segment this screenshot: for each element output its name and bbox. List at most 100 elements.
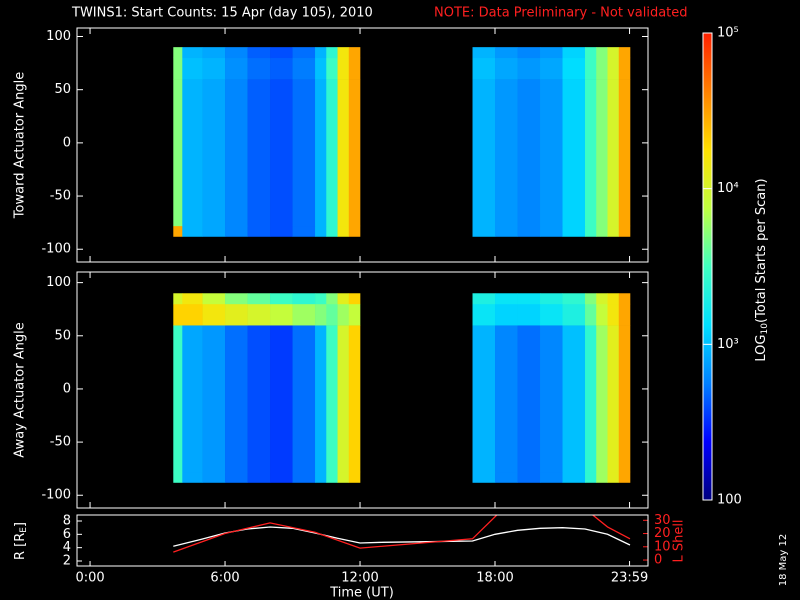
date-stamp: 18 May 12 (778, 534, 789, 586)
heatmap-cell (292, 293, 316, 305)
heatmap-cell (596, 293, 608, 305)
heatmap-cell (472, 303, 496, 326)
heatmap-cell (596, 471, 608, 483)
heatmap-cell (348, 57, 361, 80)
heatmap-cell (315, 225, 327, 237)
colorbar-tick-label: 10⁴ (717, 181, 739, 196)
heatmap-cell (270, 471, 293, 483)
heatmap-cell (562, 293, 586, 305)
label-sub: 10 (760, 323, 770, 335)
heatmap-cell (173, 79, 183, 227)
y-axis-label: R [RE] (13, 522, 29, 560)
heatmap-cell (247, 325, 271, 473)
heatmap-cell (540, 325, 563, 473)
heatmap-cell (173, 303, 183, 326)
heatmap-cell (517, 303, 541, 326)
heatmap-cell (225, 57, 248, 80)
label-part: ] (13, 522, 28, 527)
heatmap-cell (225, 325, 248, 473)
heatmap-cell (472, 471, 496, 483)
heatmap-cell (562, 57, 586, 80)
heatmap-cell (348, 325, 361, 473)
y-tick-label: 0 (63, 135, 71, 150)
heatmap-cell (337, 303, 350, 326)
heatmap-cell (562, 303, 586, 326)
heatmap-cell (495, 47, 518, 59)
heatmap-cell (337, 57, 350, 80)
heatmap-cell (315, 79, 327, 227)
heatmap-cell (517, 57, 541, 80)
heatmap-cell (202, 293, 226, 305)
heatmap-cell (517, 47, 541, 59)
heatmap-cell (540, 79, 563, 227)
y-tick-label: 100 (46, 29, 71, 44)
heatmap-cell (607, 47, 620, 59)
heatmap-cell (618, 303, 631, 326)
y-tick-label: 8 (63, 514, 71, 529)
heatmap-cell (596, 225, 608, 237)
y-tick-label: -100 (41, 488, 71, 503)
heatmap-cell (326, 303, 338, 326)
heatmap-cell (585, 57, 597, 80)
y-tick-label: -50 (50, 189, 71, 204)
heatmap-cell (495, 57, 518, 80)
heatmap-cell (562, 471, 586, 483)
heatmap-cell (540, 293, 563, 305)
series-line (173, 515, 631, 553)
heatmap-cell (326, 293, 338, 305)
heatmap-cell (292, 225, 316, 237)
heatmap-cell (182, 293, 203, 305)
colorbar-tick-label: 10³ (717, 337, 739, 352)
heatmap-cell (182, 303, 203, 326)
heatmap-cell (247, 303, 271, 326)
heatmap-cell (173, 225, 183, 237)
heatmap-cell (202, 471, 226, 483)
heatmap-cell (270, 57, 293, 80)
heatmap-cell (225, 293, 248, 305)
label-part: (Total Starts per Scan) (754, 178, 769, 323)
heatmap-cell (337, 293, 350, 305)
heatmap-cell (225, 225, 248, 237)
y-tick-label: 6 (63, 527, 71, 542)
y-tick-label: 4 (63, 540, 71, 555)
heatmap-cell (326, 325, 338, 473)
heatmap-cell (348, 303, 361, 326)
x-tick-label: 23:59 (611, 571, 648, 586)
heatmap-cell (495, 471, 518, 483)
colorbar-tick-label: 10⁵ (717, 26, 739, 41)
heatmap-cell (292, 47, 316, 59)
heatmap-cell (337, 47, 350, 59)
heatmap-cell (202, 47, 226, 59)
heatmap-cell (348, 47, 361, 59)
heatmap-cell (202, 325, 226, 473)
series-line (173, 526, 631, 547)
heatmap-cell (247, 79, 271, 227)
heatmap-cell (596, 47, 608, 59)
heatmap-cell (173, 325, 183, 473)
heatmap-cell (292, 303, 316, 326)
heatmap-cell (247, 225, 271, 237)
heatmap-cell (585, 471, 597, 483)
heatmap-cell (495, 303, 518, 326)
heatmap-cell (596, 57, 608, 80)
heatmap-cell (540, 57, 563, 80)
plot-frame (76, 271, 649, 509)
y-tick-label: 50 (54, 82, 71, 97)
y2-tick-label: 20 (654, 526, 671, 541)
heatmap-cell (182, 225, 203, 237)
heatmap-cell (472, 47, 496, 59)
heatmap-cell (315, 47, 327, 59)
heatmap-cell (562, 79, 586, 227)
colorbar-tick-label: 100 (717, 493, 742, 508)
heatmap-cell (585, 225, 597, 237)
heatmap-cell (607, 293, 620, 305)
heatmap-cell (472, 293, 496, 305)
heatmap-cell (348, 79, 361, 227)
heatmap-cell (270, 303, 293, 326)
heatmap-cell (315, 325, 327, 473)
heatmap-cell (596, 325, 608, 473)
heatmap-cell (315, 303, 327, 326)
heatmap-cell (337, 325, 350, 473)
heatmap-cell (585, 47, 597, 59)
